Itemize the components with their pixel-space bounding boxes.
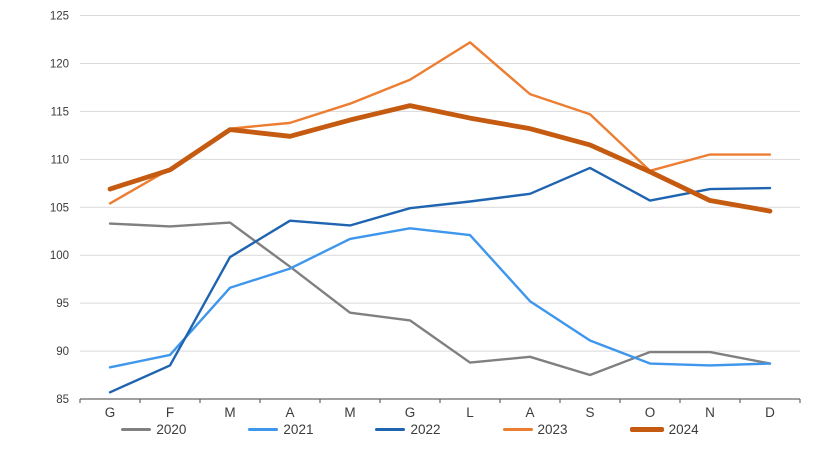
x-axis-label-3: M — [224, 405, 235, 420]
legend-item-2024: 2024 — [629, 422, 699, 437]
legend-label-2021: 2021 — [283, 422, 314, 437]
legend-item-2021: 2021 — [248, 422, 313, 437]
x-axis-label-5: M — [344, 405, 355, 420]
chart-legend: 2020 2021 2022 2023 2024 — [0, 422, 820, 437]
y-axis-label-100: 100 — [50, 250, 69, 262]
y-axis-label-125: 125 — [50, 11, 69, 23]
series-line-2022 — [108, 166, 772, 394]
x-axis-label-12: D — [765, 405, 775, 420]
chart-plot-area: 125 120 115 110 105 100 95 90 85 G F M A M G L A S O N D — [50, 11, 801, 420]
legend-swatch-2022 — [375, 428, 406, 431]
legend-swatch-2020 — [121, 428, 152, 431]
y-axis-label-120: 120 — [50, 58, 69, 70]
legend-item-2022: 2022 — [375, 422, 441, 437]
series-line-2021 — [108, 227, 772, 369]
legend-swatch-2023 — [502, 428, 533, 431]
series-line-2024 — [107, 103, 773, 214]
x-axis-label-11: N — [705, 405, 715, 420]
x-axis-label-2: F — [166, 405, 174, 420]
legend-item-2020: 2020 — [121, 422, 186, 437]
x-axis-label-1: G — [105, 405, 116, 420]
y-axis-label-90: 90 — [56, 346, 69, 358]
series-line-2020 — [108, 221, 772, 377]
y-axis-label-110: 110 — [51, 154, 69, 166]
y-axis-label-115: 115 — [51, 106, 69, 118]
x-axis-label-8: A — [525, 405, 534, 420]
legend-item-2023: 2023 — [502, 422, 568, 437]
legend-label-2022: 2022 — [410, 422, 441, 437]
legend-label-2023: 2023 — [537, 422, 568, 437]
y-axis-label-95: 95 — [56, 298, 69, 310]
legend-label-2024: 2024 — [668, 422, 699, 437]
x-axis-label-4: A — [285, 405, 294, 420]
y-axis-label-105: 105 — [50, 202, 69, 214]
legend-swatch-2021 — [248, 428, 279, 431]
legend-label-2020: 2020 — [156, 422, 187, 437]
x-axis-label-7: L — [466, 405, 474, 420]
x-axis-label-10: O — [645, 405, 656, 420]
legend-swatch-2024 — [629, 427, 664, 432]
x-axis-label-9: S — [585, 405, 594, 420]
x-axis-label-6: G — [405, 405, 416, 420]
y-axis-label-85: 85 — [56, 394, 69, 406]
